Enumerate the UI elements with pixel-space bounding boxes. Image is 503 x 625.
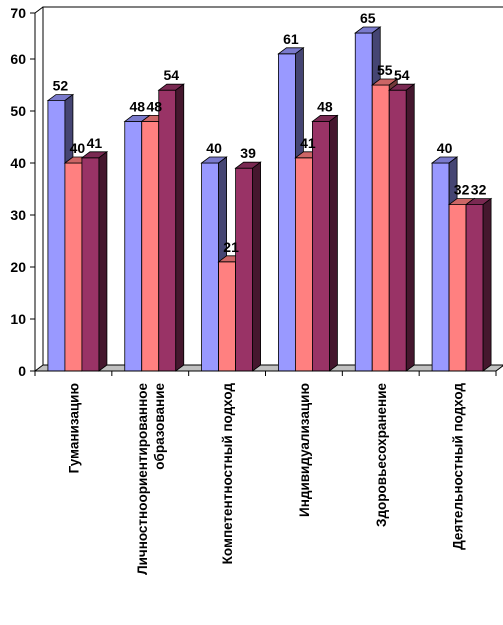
wall-edge (34, 6, 44, 14)
category-label: образование (152, 383, 167, 470)
y-axis: 0 10 20 30 40 50 60 70 (10, 5, 36, 379)
bar (141, 121, 160, 372)
y-tick-label: 40 (10, 155, 26, 171)
bar (124, 121, 143, 372)
data-label: 32 (454, 182, 470, 198)
category-label: Гуманизацию (66, 383, 81, 473)
y-tick-label: 10 (10, 311, 26, 327)
data-label: 55 (377, 62, 393, 78)
data-label: 61 (283, 31, 299, 47)
bar (278, 53, 296, 372)
y-tick-label: 30 (10, 207, 26, 223)
bar (388, 89, 407, 372)
category-label: Деятельностный подход (451, 383, 466, 550)
data-label: 39 (240, 145, 256, 161)
bar-side (98, 151, 108, 372)
data-label: 54 (394, 67, 410, 83)
y-tick-label: 60 (10, 51, 26, 67)
data-label: 41 (300, 135, 316, 151)
bar (81, 157, 100, 372)
category-label: Здоровьесохранение (374, 383, 389, 527)
data-label: 48 (129, 98, 145, 114)
bar (465, 204, 484, 372)
data-label: 40 (206, 140, 222, 156)
bar (158, 89, 177, 372)
category-label: Компетентностный подход (220, 383, 235, 565)
data-label: 32 (471, 182, 487, 198)
bar-side (329, 114, 338, 372)
x-axis: Гуманизацию Личностноориентированное образ… (34, 370, 497, 575)
data-label: 48 (146, 98, 162, 114)
bar (295, 157, 313, 372)
y-tick-label: 50 (10, 103, 26, 119)
bar (47, 100, 66, 372)
data-label: 41 (87, 135, 103, 151)
bar (448, 204, 467, 372)
data-label: 48 (317, 98, 333, 114)
category-label: Личностноориентированное (135, 383, 150, 575)
data-label: 21 (223, 239, 239, 255)
data-label: 40 (70, 140, 86, 156)
y-tick-label: 0 (18, 363, 26, 379)
data-label: 52 (53, 78, 69, 94)
bar-side (482, 197, 492, 372)
bar (64, 162, 83, 372)
bar (218, 261, 236, 372)
y-tick-label: 20 (10, 259, 26, 275)
bar (235, 167, 253, 372)
bar (312, 121, 330, 372)
bar-side (175, 83, 185, 372)
bar (431, 162, 450, 372)
data-label: 65 (360, 10, 376, 26)
bars (46, 26, 493, 372)
y-tick-label: 70 (10, 5, 26, 21)
bar (201, 162, 219, 372)
category-label: Индивидуализацию (297, 383, 312, 517)
data-label: 40 (437, 140, 453, 156)
bar-side (405, 83, 415, 372)
bar-side (252, 161, 261, 372)
data-label: 54 (163, 67, 179, 83)
bar (371, 84, 390, 372)
bar (354, 32, 373, 372)
